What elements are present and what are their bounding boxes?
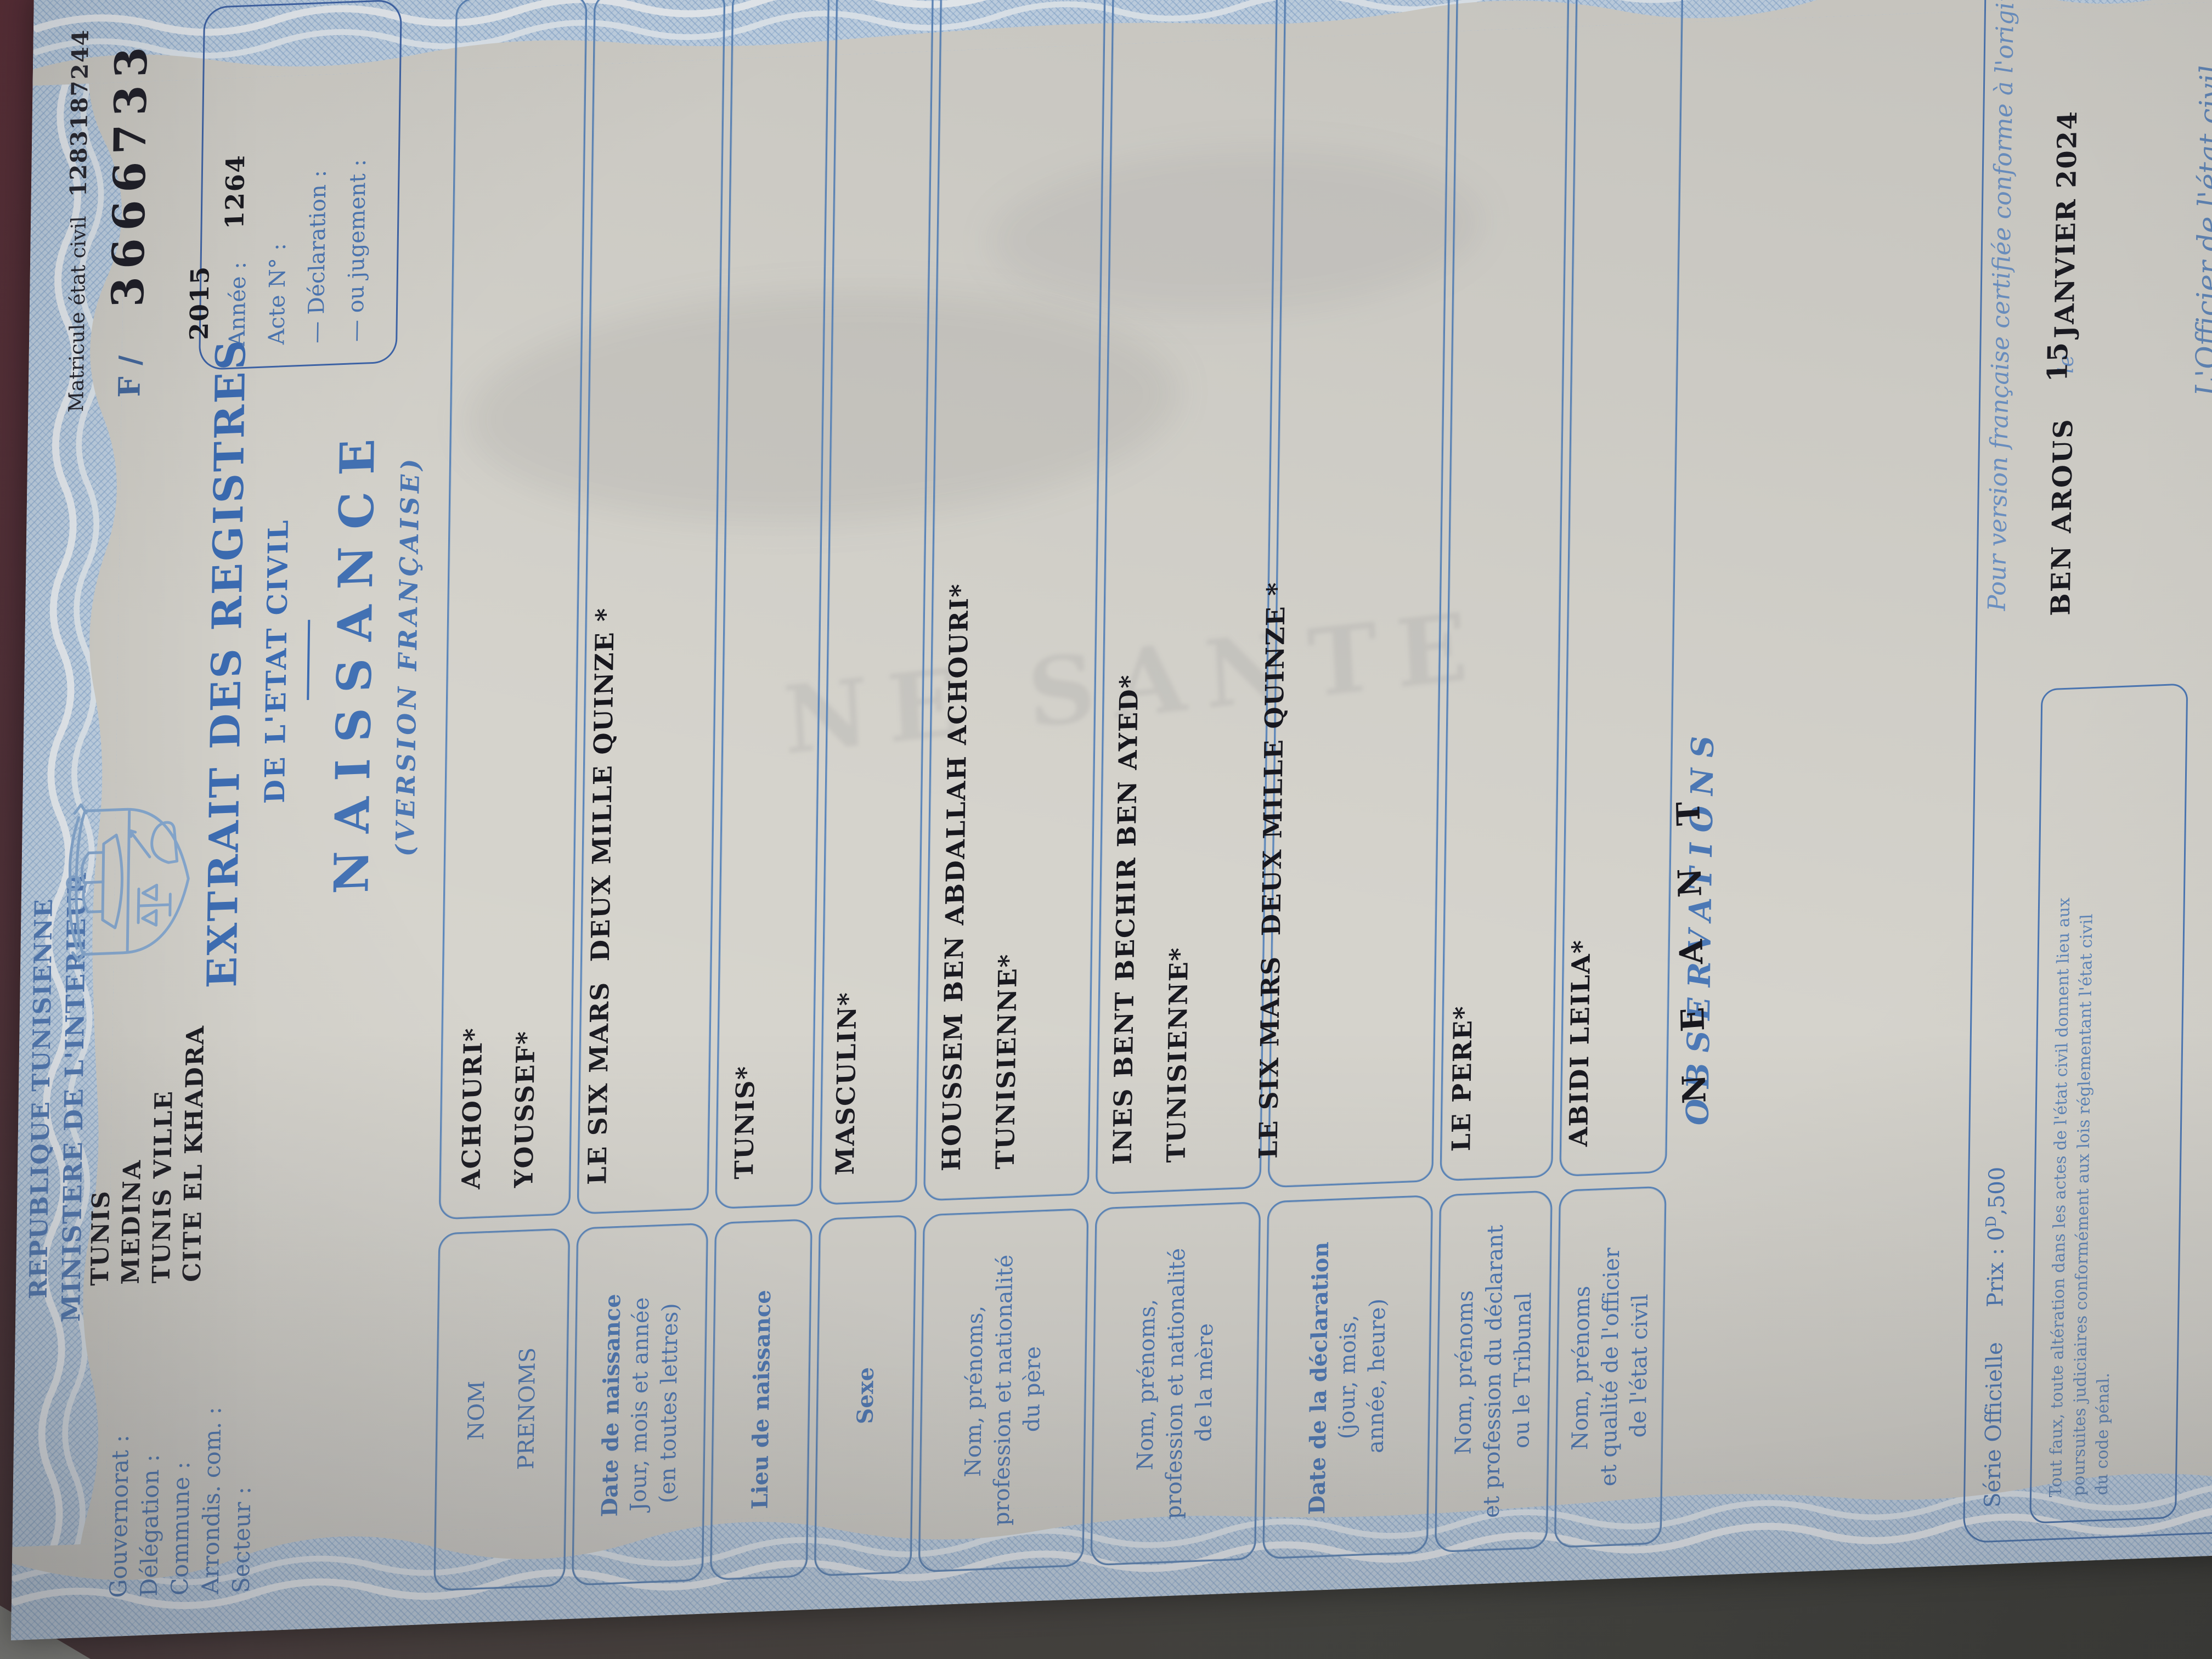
arrondissement-label: Arrondis. com. :	[196, 1406, 227, 1595]
typed-value: MASCULIN*	[830, 991, 862, 1176]
table-row-officier: Nom, prénoms et qualité de l'officier de…	[1554, 0, 1684, 1548]
table-row-declarant: Nom, prénoms et profession du déclarant …	[1434, 0, 1570, 1553]
secteur-label: Secteur :	[227, 1486, 256, 1594]
row-value-cell: TUNIS*	[715, 0, 830, 1210]
row-label-cell: Nom, prénoms et qualité de l'officier de…	[1554, 1186, 1667, 1548]
row-label-line: Nom, prénoms,	[1132, 1299, 1160, 1471]
row-label-line: PRENOMS	[514, 1347, 541, 1470]
typed-value: LE PERE*	[1446, 1005, 1478, 1152]
typed-value: HOUSSEM BEN ABDALLAH ACHOURI*	[936, 582, 974, 1172]
legal-warning-box: Tout faux, toute altération dans les act…	[2029, 683, 2188, 1524]
row-label-line: Nom, prénoms,	[960, 1305, 988, 1478]
gouvernorat-label: Gouvernorat :	[104, 1434, 134, 1599]
row-value-cell: ABIDI LEILA*	[1559, 0, 1684, 1177]
typed-value: INES BENT BECHIR BEN AYED*	[1107, 673, 1144, 1165]
table-row-pere: Nom, prénoms, profession et nationalité …	[918, 0, 1106, 1573]
place-typed: BEN AROUS	[2045, 417, 2079, 617]
typed-value: ACHOURI*	[456, 1026, 488, 1190]
commune-label: Commune :	[166, 1461, 195, 1596]
title-divider	[307, 619, 311, 701]
delegation-value: MEDINA	[116, 1159, 146, 1285]
day-typed: 15	[2041, 341, 2074, 383]
birth-certificate-document: NE SANTE REPUBLIQUE TUNISIENNE MINISTERE…	[11, 0, 2212, 1640]
row-label-line: année, heure)	[1363, 1298, 1391, 1454]
row-value-cell: HOUSSEM BEN ABDALLAH ACHOURI* TUNISIENNE…	[923, 0, 1106, 1201]
prix-superscript: D	[1983, 1215, 2000, 1228]
guilloche-border-right	[32, 0, 2212, 86]
row-value-cell: LE SIX MARS DEUX MILLE QUINZE *	[1253, 0, 1451, 1188]
officer-signature-label: L'Officier de l'état civil	[2190, 64, 2212, 397]
commune-value: TUNIS VILLE	[147, 1090, 178, 1284]
row-label-line: Nom, prénoms	[1450, 1290, 1479, 1455]
row-label-line: Sexe	[852, 1367, 879, 1425]
row-value-cell: LE PERE*	[1440, 0, 1570, 1182]
row-label-line: ou le Tribunal	[1508, 1291, 1536, 1449]
row-value-cell: MASCULIN*	[819, 0, 934, 1205]
row-label-line: Date de la déclaration	[1304, 1241, 1334, 1515]
row-value-cell: LE SIX MARS DEUX MILLE QUINZE *	[577, 0, 726, 1215]
row-label-cell: Nom, prénoms, profession et nationalité …	[1090, 1201, 1261, 1566]
place-and-date-line: BEN AROUSle 15 JANVIER 2024	[2041, 110, 2084, 617]
table-row-date-naissance: Date de naissance Jour, mois et année (e…	[572, 0, 726, 1586]
serie-officielle-label: Série Officielle	[1980, 1341, 2008, 1509]
matricule-number: 1283187244	[65, 29, 94, 198]
typed-value: ABIDI LEILA*	[1563, 938, 1596, 1148]
row-label-line: NOM	[464, 1380, 490, 1441]
table-row-mere: Nom, prénoms, profession et nationalité …	[1090, 0, 1278, 1566]
row-label-line: Jour, mois et année	[625, 1296, 654, 1512]
gouvernorat-value: TUNIS	[86, 1189, 116, 1286]
row-label-line: de l'état civil	[1625, 1293, 1653, 1438]
serie-officielle-line: Série Officielle Prix : 0D,500	[1979, 1166, 2010, 1508]
row-label-cell: NOM PRENOMS	[433, 1228, 571, 1592]
month-year-typed: JANVIER 2024	[2049, 110, 2084, 339]
matricule-label: Matricule état civil	[64, 216, 91, 413]
row-label-line: (en toutes lettres)	[654, 1302, 683, 1504]
row-label-line: Nom, prénoms	[1567, 1285, 1595, 1451]
prix-label: Prix : 0	[1983, 1226, 2010, 1308]
row-label-line: profession et nationalité	[1160, 1248, 1190, 1520]
observations-typed-neant: NEANT	[1668, 757, 1713, 1105]
typed-value: LE SIX MARS DEUX MILLE QUINZE *	[582, 606, 620, 1186]
row-label-line: profession et nationalité	[989, 1254, 1018, 1527]
row-label-cell: Sexe	[814, 1215, 917, 1577]
row-label-cell: Nom, prénoms et profession du déclarant …	[1434, 1190, 1553, 1553]
row-label-line: et profession du déclarant	[1479, 1224, 1508, 1519]
typed-value: TUNIS*	[729, 1064, 760, 1180]
row-label-cell: Date de la déclaration (jour, mois, anné…	[1262, 1194, 1434, 1560]
certificate-table: NOM PRENOMS ACHOURI* YOUSSEF* Date de na…	[433, 0, 1684, 1592]
certified-copy-statement: Pour version française certifiée conform…	[1983, 0, 2021, 612]
row-label-line: du père	[1019, 1346, 1046, 1433]
table-row-date-declaration: Date de la déclaration (jour, mois, anné…	[1253, 0, 1451, 1560]
table-row-nom-prenoms: NOM PRENOMS ACHOURI* YOUSSEF*	[433, 0, 588, 1592]
row-value-cell: INES BENT BECHIR BEN AYED* TUNISIENNE*	[1095, 0, 1278, 1195]
row-value-cell: ACHOURI* YOUSSEF*	[438, 0, 588, 1220]
row-label-cell: Nom, prénoms, profession et nationalité …	[918, 1208, 1089, 1573]
registry-number: 3666733	[101, 38, 157, 308]
row-label-line: Lieu de naissance	[747, 1289, 776, 1510]
row-label-cell: Lieu de naissance	[709, 1218, 812, 1581]
row-label-cell: Date de naissance Jour, mois et année (e…	[572, 1222, 709, 1586]
typed-value: TUNISIENNE*	[1161, 946, 1194, 1163]
row-label-line: Date de naissance	[596, 1293, 625, 1517]
prix-value: ,500	[1984, 1166, 2010, 1216]
certification-box: Série Officielle Prix : 0D,500 Tout faux…	[1962, 0, 2212, 1544]
registry-prefix: F /	[111, 354, 148, 398]
row-label-line: (jour, mois,	[1334, 1314, 1361, 1440]
row-label-line: et qualité de l'officier	[1595, 1247, 1624, 1487]
table-row-lieu-naissance: Lieu de naissance TUNIS*	[709, 0, 830, 1581]
guilloche-border-left	[11, 1454, 2212, 1640]
delegation-label: Délégation :	[135, 1454, 165, 1598]
typed-value: YOUSSEF*	[509, 1029, 541, 1188]
typed-value: TUNISIENNE*	[990, 952, 1023, 1170]
declaration-label: — Déclaration :	[303, 170, 331, 344]
tunisia-coat-of-arms-icon	[66, 803, 190, 962]
table-row-sexe: Sexe MASCULIN*	[814, 0, 934, 1577]
row-label-line: de la mère	[1190, 1323, 1218, 1443]
